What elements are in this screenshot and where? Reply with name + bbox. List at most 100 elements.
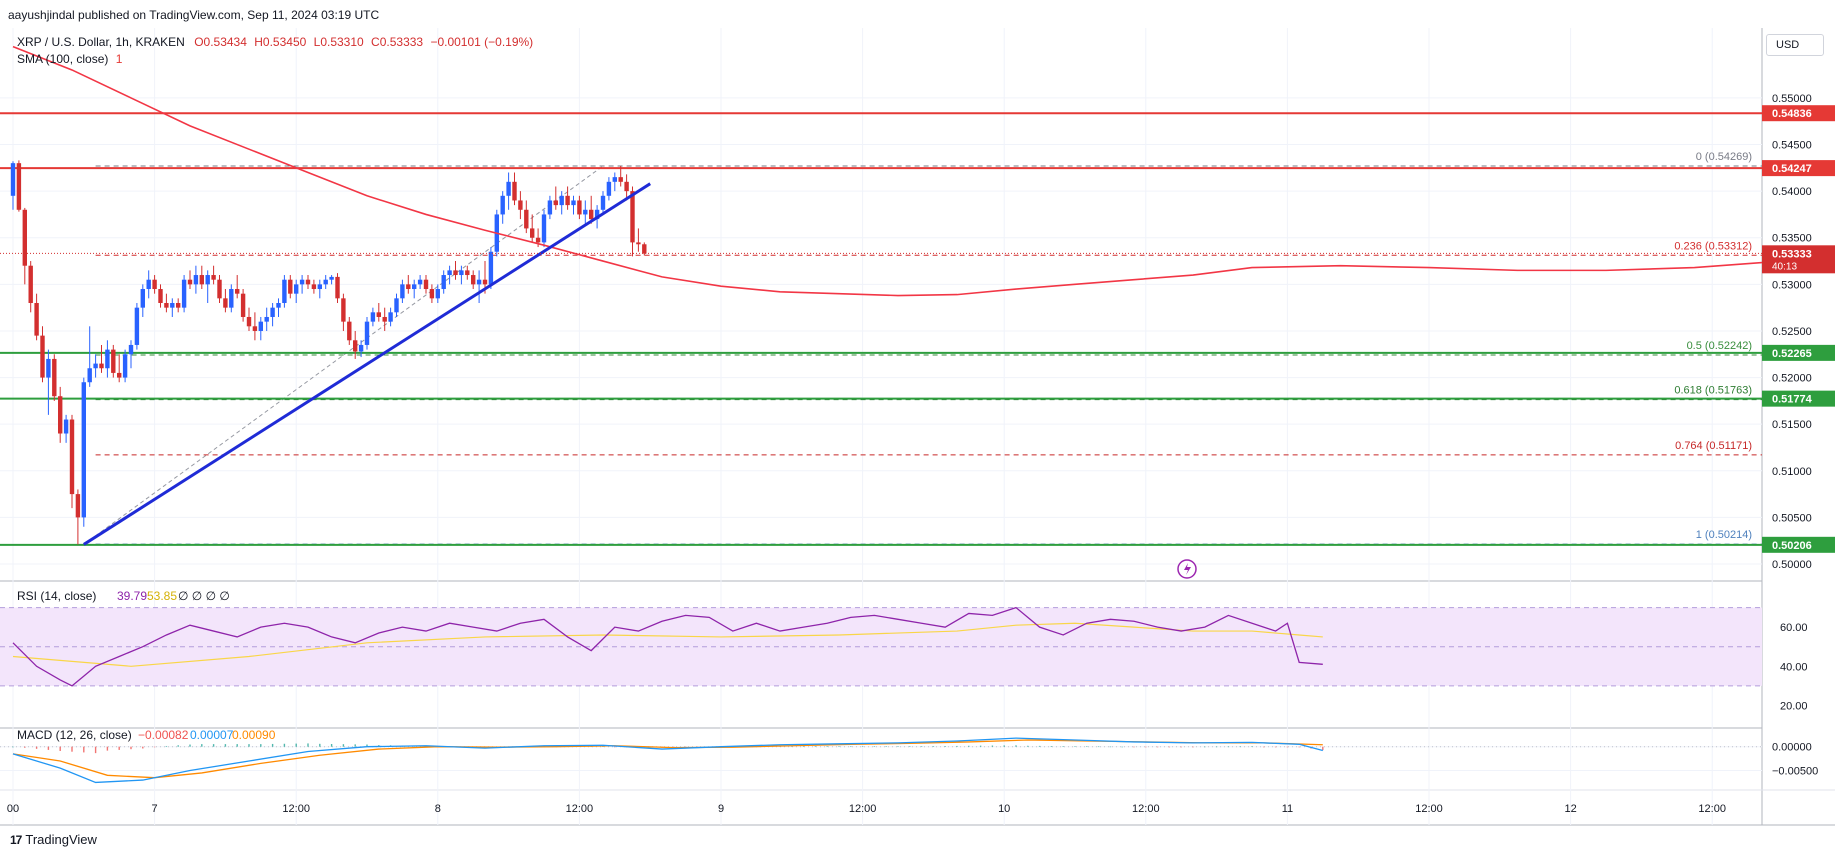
- macd-legend-label: MACD (12, 26, close): [17, 728, 132, 742]
- currency-selector[interactable]: USD: [1766, 34, 1824, 56]
- candle-body: [406, 284, 411, 290]
- candle-body: [294, 284, 299, 294]
- price-level-tag: [1762, 344, 1835, 361]
- macd-histogram-bar: [1227, 746, 1230, 748]
- macd-histogram-bar: [271, 743, 274, 747]
- candle-body: [541, 214, 547, 243]
- macd-histogram-bar: [1050, 746, 1053, 747]
- candle-body: [394, 298, 399, 313]
- candle-body: [223, 298, 228, 308]
- price-tick-label: 0.50000: [1772, 559, 1812, 571]
- rsi-tick-label: 20.00: [1780, 700, 1808, 712]
- open-value: O0.53434: [194, 35, 247, 49]
- macd-histogram-bar: [1074, 746, 1076, 747]
- candle-body: [240, 293, 246, 317]
- macd-histogram-bar: [614, 746, 616, 748]
- macd-histogram-bar: [602, 746, 604, 747]
- macd-histogram-bar: [1274, 746, 1277, 748]
- candle-body: [187, 279, 193, 285]
- sma-legend[interactable]: SMA (100, close) 1: [17, 52, 122, 66]
- macd-histogram-bar: [330, 744, 333, 747]
- macd-histogram-bar: [118, 746, 120, 750]
- macd-tick-label: 0.00000: [1772, 742, 1812, 754]
- macd-histogram-bar: [83, 746, 85, 753]
- price-tick-label: 0.55000: [1772, 93, 1812, 105]
- macd-histogram-bar: [153, 746, 156, 748]
- fib-reference-line: [83, 165, 604, 545]
- macd-histogram-bar: [283, 743, 286, 747]
- macd-histogram-bar: [142, 746, 144, 749]
- macd-histogram-bar: [106, 746, 109, 751]
- bar-countdown-label: 40:13: [1772, 261, 1797, 272]
- time-tick-label: 12:00: [1698, 803, 1726, 815]
- close-value: C0.53333: [371, 35, 424, 49]
- macd-histogram-bar: [354, 744, 356, 747]
- macd-histogram-bar: [24, 746, 26, 748]
- macd-line: [12, 737, 1323, 784]
- macd-histogram-bar: [1156, 746, 1159, 748]
- macd-histogram-bar: [1286, 746, 1289, 748]
- macd-histogram-bar: [12, 746, 14, 748]
- macd-histogram-bar: [260, 744, 262, 747]
- candle-body: [441, 275, 446, 290]
- price-tick-label: 0.52000: [1772, 373, 1812, 385]
- tradingview-logo-icon: 17: [10, 832, 22, 847]
- rsi-tick-label: 40.00: [1780, 661, 1808, 673]
- symbol-legend: XRP / U.S. Dollar, 1h, KRAKEN O0.53434 H…: [17, 35, 537, 49]
- time-tick-label: 10: [998, 803, 1010, 815]
- time-tick-label: 12: [1564, 803, 1576, 815]
- candle-body: [99, 363, 104, 369]
- candle-body: [152, 279, 157, 290]
- macd-histogram-bar: [1204, 746, 1206, 748]
- macd-histogram-bar: [342, 744, 345, 747]
- candle-body: [453, 270, 458, 276]
- macd-histogram-bar: [920, 746, 923, 747]
- candle-body: [476, 279, 482, 285]
- price-level-tag: [1762, 105, 1835, 122]
- candle-body: [341, 298, 346, 322]
- macd-histogram-bar: [838, 746, 840, 747]
- candle-body: [642, 244, 647, 254]
- candle-body: [353, 340, 358, 352]
- macd-histogram-bar: [1298, 746, 1300, 748]
- time-tick-label: 9: [718, 803, 724, 815]
- tradingview-brand[interactable]: 17 TradingView: [10, 832, 97, 847]
- macd-histogram-bar: [236, 744, 238, 747]
- rsi-line: [12, 606, 1323, 687]
- price-tick-label: 0.54000: [1772, 186, 1812, 198]
- candle-body: [63, 419, 69, 434]
- macd-histogram-bar: [873, 746, 876, 747]
- macd-histogram-bar: [802, 746, 805, 747]
- macd-histogram-bar: [59, 746, 61, 751]
- rsi-legend-label: RSI (14, close): [17, 589, 96, 603]
- candle-body: [618, 177, 623, 182]
- candle-body: [323, 279, 328, 285]
- macd-histogram-bar: [224, 744, 227, 747]
- candle-body: [370, 312, 376, 322]
- candle-body: [199, 275, 204, 285]
- price-tick-label: 0.53000: [1772, 279, 1812, 291]
- candle-body: [388, 312, 393, 322]
- price-level-tag-label: 0.54247: [1772, 163, 1812, 175]
- candle-body: [559, 195, 564, 206]
- price-level-tag: [1762, 536, 1835, 553]
- macd-histogram-bar: [1145, 746, 1147, 748]
- rsi-tick-label: 60.00: [1780, 622, 1808, 634]
- macd-histogram-bar: [1062, 746, 1064, 747]
- candle-body: [524, 209, 529, 229]
- candle-body: [530, 228, 535, 238]
- candle-body: [317, 284, 322, 290]
- macd-histogram-bar: [991, 745, 994, 747]
- candle-body: [630, 191, 635, 243]
- candle-body: [81, 382, 86, 518]
- fib-level-label: 0.236 (0.53312): [1674, 240, 1752, 252]
- candle-body: [134, 307, 140, 345]
- candle-body: [235, 289, 240, 294]
- macd-histogram-bar: [319, 743, 321, 747]
- candle-body: [400, 284, 405, 299]
- candle-body: [93, 363, 98, 369]
- macd-histogram-bar: [366, 744, 368, 747]
- current-price-label: 0.53333: [1772, 248, 1812, 260]
- candle-body: [205, 275, 210, 285]
